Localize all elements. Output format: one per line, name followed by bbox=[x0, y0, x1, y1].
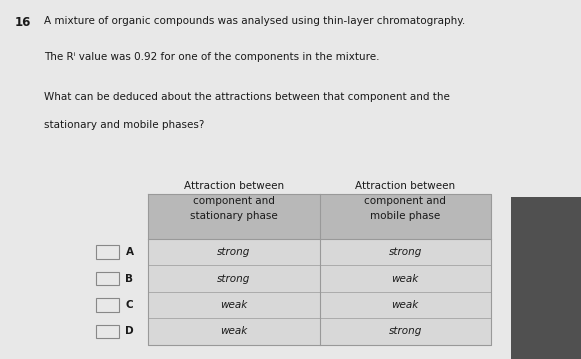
Text: What can be deduced about the attractions between that component and the: What can be deduced about the attraction… bbox=[44, 92, 450, 102]
Text: Attraction between: Attraction between bbox=[184, 181, 284, 191]
Text: D: D bbox=[125, 326, 134, 336]
Bar bbox=[148, 318, 491, 345]
Bar bbox=[148, 266, 491, 292]
Text: strong: strong bbox=[217, 247, 250, 257]
Text: strong: strong bbox=[389, 247, 422, 257]
Text: The Rⁱ value was 0.92 for one of the components in the mixture.: The Rⁱ value was 0.92 for one of the com… bbox=[44, 52, 379, 62]
Bar bbox=[96, 246, 119, 259]
Bar bbox=[511, 197, 581, 359]
Bar bbox=[148, 292, 491, 318]
Text: weak: weak bbox=[220, 326, 248, 336]
Text: strong: strong bbox=[217, 274, 250, 284]
Text: stationary and mobile phases?: stationary and mobile phases? bbox=[44, 120, 204, 130]
Text: weak: weak bbox=[220, 300, 248, 310]
Text: Attraction between: Attraction between bbox=[355, 181, 456, 191]
Text: weak: weak bbox=[392, 300, 419, 310]
Text: stationary phase: stationary phase bbox=[190, 211, 278, 222]
Bar bbox=[96, 298, 119, 312]
Text: C: C bbox=[125, 300, 133, 310]
Bar bbox=[96, 272, 119, 285]
Text: A: A bbox=[125, 247, 134, 257]
Text: weak: weak bbox=[392, 274, 419, 284]
Text: B: B bbox=[125, 274, 134, 284]
Text: component and: component and bbox=[193, 196, 275, 206]
Text: 16: 16 bbox=[15, 16, 31, 29]
Bar bbox=[148, 239, 491, 266]
Bar bbox=[148, 194, 491, 239]
Text: component and: component and bbox=[364, 196, 446, 206]
Text: mobile phase: mobile phase bbox=[370, 211, 440, 222]
Text: strong: strong bbox=[389, 326, 422, 336]
Bar bbox=[96, 325, 119, 338]
Text: A mixture of organic compounds was analysed using thin-layer chromatography.: A mixture of organic compounds was analy… bbox=[44, 16, 465, 26]
